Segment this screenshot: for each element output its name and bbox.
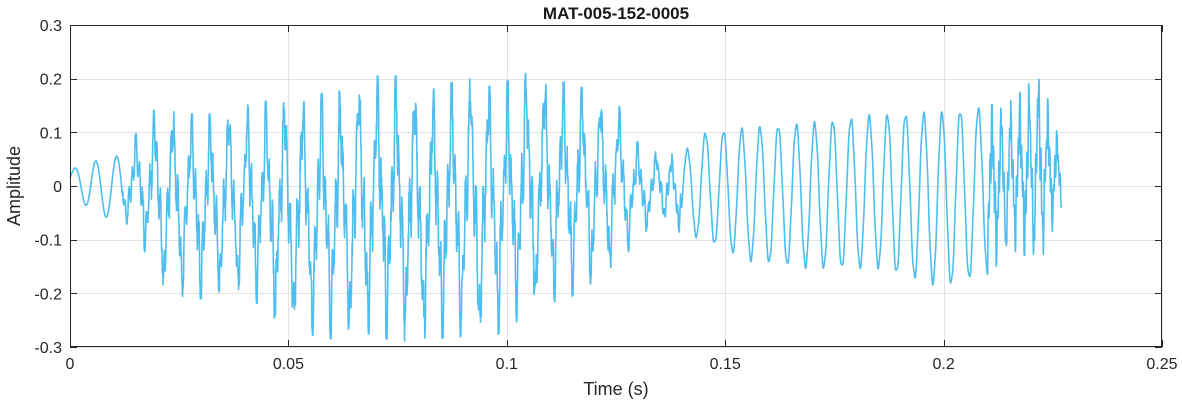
chart-title: MAT-005-152-0005 xyxy=(543,4,689,23)
x-tick-label: 0.25 xyxy=(1146,356,1177,373)
y-tick-label: -0.2 xyxy=(34,286,62,303)
y-tick-label: -0.1 xyxy=(34,233,62,250)
x-tick-label: 0.05 xyxy=(273,356,304,373)
x-tick-label: 0.2 xyxy=(932,356,954,373)
y-axis-label: Amplitude xyxy=(4,146,24,226)
y-tick-label: -0.3 xyxy=(34,340,62,357)
y-tick-label: 0.3 xyxy=(40,18,62,35)
x-tick-label: 0 xyxy=(66,356,75,373)
y-tick-label: 0.1 xyxy=(40,125,62,142)
signal-line xyxy=(69,72,1063,342)
x-tick-label: 0.15 xyxy=(710,356,741,373)
x-axis-label: Time (s) xyxy=(583,379,648,399)
x-tick-label: 0.1 xyxy=(496,356,518,373)
y-tick-label: 0 xyxy=(53,179,62,196)
y-tick-label: 0.2 xyxy=(40,72,62,89)
axis-ticks: 0 0.05 0.1 0.15 0.2 0.25 -0.3 -0.2 -0.1 0 0.1 0.2 0.… xyxy=(34,18,1177,373)
